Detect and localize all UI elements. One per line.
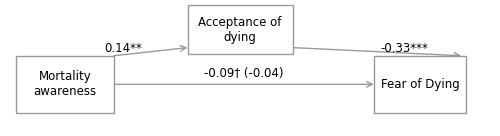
Bar (16, 56, 114, 113)
Text: -0.33***: -0.33*** (380, 42, 428, 55)
Text: 0.14**: 0.14** (104, 42, 142, 55)
Text: Mortality
awareness: Mortality awareness (34, 70, 96, 98)
Bar (188, 5, 292, 54)
Text: -0.09† (-0.04): -0.09† (-0.04) (204, 67, 284, 80)
Text: Fear of Dying: Fear of Dying (380, 78, 460, 91)
Text: Acceptance of
dying: Acceptance of dying (198, 16, 281, 44)
Bar (374, 56, 466, 113)
